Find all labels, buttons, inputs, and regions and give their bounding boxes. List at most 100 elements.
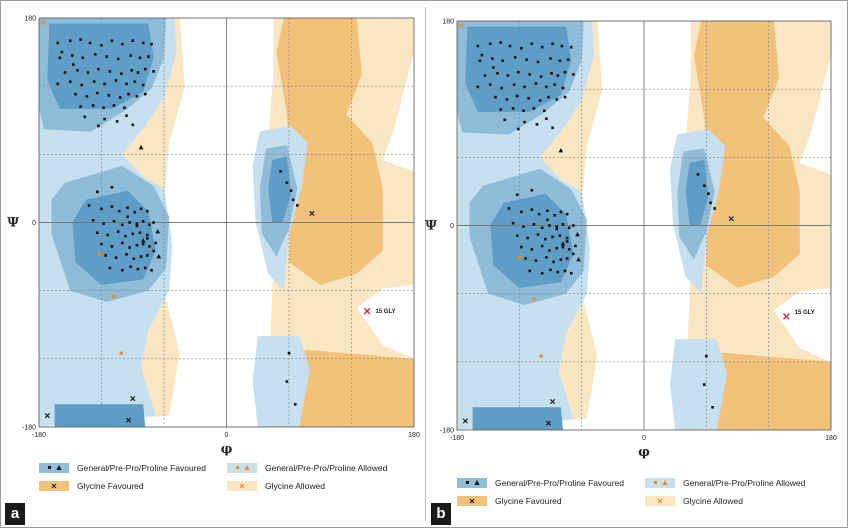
panel-a-region-11 (72, 190, 156, 285)
panel-b-annotation: 15 GLY (795, 310, 815, 316)
panel-b-series-0-point-42 (538, 99, 542, 102)
panel-a-series-0-point-21 (86, 71, 90, 74)
panel-b-region-12 (685, 159, 709, 226)
panel-a-series-0-point-92 (114, 256, 118, 260)
panel-b-series-1-point-2 (539, 354, 543, 358)
panel-a-series-0-point-41 (107, 93, 111, 97)
panel-b-series-0-point-74 (567, 226, 571, 230)
panel-b-legend: General/Pre-Pro/Proline Favoured General/… (457, 478, 806, 506)
panel-b-series-0-point-14 (525, 58, 528, 61)
panel-a-annotation: 15 GLY (375, 309, 395, 315)
panel-a-series-0-point-78 (116, 230, 120, 233)
panel-a-xtick-1: 0 (225, 432, 229, 439)
panel-b-series-0-point-19 (483, 74, 487, 77)
panel-b-region-6 (669, 339, 728, 430)
panel-a-series-0-point-102 (150, 268, 153, 272)
panel-b-series-0-point-97 (528, 269, 532, 273)
panel-b-series-0-point-93 (545, 256, 548, 259)
panel-a-series-0-point-74 (148, 223, 151, 227)
panel-a-series-1-point-0 (97, 252, 102, 256)
panel-b-series-0-point-27 (563, 70, 567, 74)
panel-b-series-0-point-75 (572, 224, 575, 227)
panel-b-series-2-point-0 (462, 418, 468, 424)
panel-a-series-0-point-12 (81, 56, 85, 60)
panel-a-series-0-point-106 (135, 224, 139, 228)
panel-a-series-0-point-80 (131, 232, 135, 236)
panel-a-series-0-point-87 (135, 243, 139, 247)
panel-b-series-0-point-22 (516, 70, 520, 74)
panel-b-series-0-point-56 (516, 127, 520, 131)
panel-b-xtick-2: 180 (825, 435, 837, 442)
panel-a-series-0-point-84 (110, 245, 114, 248)
panel-b-series-0-point-86 (548, 249, 551, 252)
panel-a-series-0-point-53 (125, 114, 128, 118)
panel-a-series-0-point-5 (110, 39, 114, 43)
panel-b-series-0-point-109 (696, 173, 700, 176)
panel-b-series-0-point-10 (478, 59, 482, 63)
panel-a-series-0-point-91 (104, 254, 107, 257)
panel-b-series-0-point-29 (476, 85, 480, 89)
panel-b-series-0-point-5 (530, 42, 534, 46)
panel-a-legend-swatch-general-favoured (39, 463, 69, 473)
panel-a-series-0-point-35 (125, 82, 128, 86)
panel-a-series-0-point-2 (79, 38, 82, 41)
panel-b-series-0-point-79 (544, 237, 547, 241)
panel-b-series-2-point-2 (549, 399, 556, 405)
panel-a-series-0-point-58 (131, 123, 135, 127)
panel-a-series-5-point-0 (138, 144, 144, 150)
panel-b-series-2-point-1 (728, 216, 734, 222)
panel-a-series-0-point-54 (60, 50, 64, 54)
panel-b-series-0-point-6 (540, 45, 544, 49)
panel-b-series-0-point-84 (530, 248, 534, 251)
panel-a-series-0-point-97 (108, 266, 112, 270)
panel-b-series-0-point-16 (549, 57, 552, 60)
panel-a-legend-glycine-favoured: Glycine Favoured (77, 481, 144, 491)
panel-a-plot: -180 0 180 180 0 -180 φ Ψ 15 GLY General/Pre-Pro/… (7, 16, 420, 491)
panel-b-xtick-0: -180 (450, 435, 464, 442)
panel-a-series-2-point-0 (44, 413, 50, 419)
panel-b-series-0-point-64 (553, 213, 556, 217)
panel-a-series-0-point-17 (138, 56, 142, 60)
panel-b-series-0-point-0 (476, 44, 480, 48)
panel-a-series-0-point-68 (102, 222, 105, 225)
panel-a-series-0-point-52 (103, 117, 106, 121)
panel-a-xtick-2: 180 (408, 432, 420, 439)
panel-a-series-0-point-98 (121, 268, 124, 272)
panel-b-series-0-point-38 (494, 95, 497, 99)
panel-a-series-0-point-30 (68, 80, 72, 83)
panel-b-series-0-point-94 (552, 260, 555, 264)
panel-b-series-0-point-114 (705, 354, 708, 358)
panel-b-series-3-point-0 (458, 22, 464, 29)
panel-b-series-0-point-67 (511, 221, 515, 225)
panel-b-series-0-point-61 (530, 208, 534, 211)
panel-a-series-0-point-77 (106, 233, 110, 237)
panel-b-series-0-point-51 (503, 118, 507, 122)
panel-b-series-0-point-26 (556, 74, 560, 77)
panel-a-series-0-point-36 (133, 80, 137, 83)
panel-b-ytick-1: 0 (450, 223, 454, 230)
panel-a-series-0-point-40 (96, 91, 99, 95)
panel-b-series-4-point-0 (783, 313, 790, 320)
panel-a-series-0-point-16 (129, 54, 132, 57)
panel-b-series-0-point-21 (506, 74, 510, 77)
panel-b-series-0-point-57 (535, 123, 539, 126)
panel-a-series-0-point-64 (133, 210, 137, 214)
panel-b-series-0-point-83 (520, 245, 523, 249)
panel-a-series-0-point-28 (152, 70, 155, 73)
panel-a-series-0-point-3 (88, 41, 92, 45)
panel-a-frame (38, 17, 415, 428)
panel-a-series-0-point-10 (58, 56, 62, 60)
panel-a-series-0-point-18 (147, 55, 150, 58)
panel-b-series-0-point-49 (532, 107, 536, 110)
panel-b-series-0-point-43 (547, 95, 550, 99)
panel-b-xtick-1: 0 (642, 435, 646, 442)
panel-b-series-0-point-46 (499, 108, 502, 111)
panel-b-series-0-point-23 (528, 73, 532, 76)
panel-b-series-0-point-89 (567, 248, 571, 251)
panel-a-series-2-point-2 (130, 396, 136, 402)
panel-a-series-0-point-19 (63, 71, 67, 74)
panel-b-frame (456, 20, 832, 431)
panel-a-series-0-point-76 (96, 231, 99, 235)
panel-b-series-0-point-103 (515, 193, 519, 197)
